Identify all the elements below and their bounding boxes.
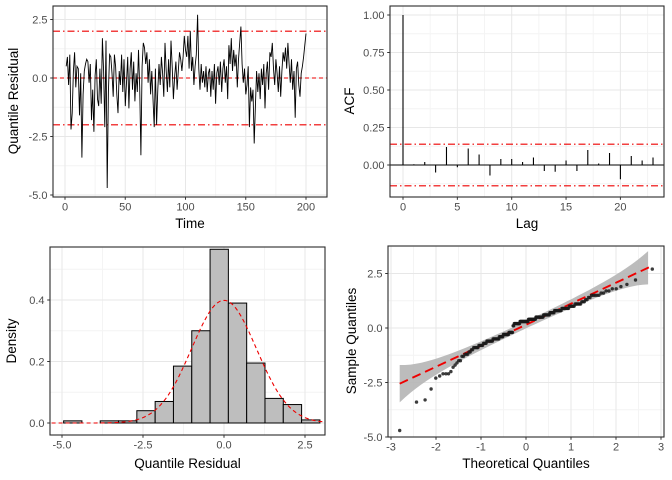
theoretical-quantiles-axis-title: Theoretical Quantiles (462, 456, 590, 471)
y-tick-label: -2.5 (364, 377, 383, 389)
qq-points (398, 267, 654, 433)
axis-ticks (47, 299, 306, 438)
panel-border (52, 5, 328, 198)
x-tick-label: 2 (613, 442, 619, 454)
x-tick-label: 10 (506, 202, 518, 214)
residual-series-line (65, 14, 307, 189)
y-tick-label: -5.0 (29, 190, 48, 202)
x-tick-label: 200 (297, 202, 315, 214)
x-tick-label: 100 (176, 202, 194, 214)
y-tick-label: 0.25 (363, 122, 384, 134)
x-tick-label: -5.0 (53, 440, 72, 452)
y-tick-label: 0.50 (363, 85, 384, 97)
x-tick-label: 1 (568, 442, 574, 454)
x-tick-label: 3 (658, 442, 664, 454)
axis-ticks (50, 19, 307, 200)
acf-plot: 0 5 10 15 20 1.00 0.75 0.50 0.25 0.00 (363, 5, 665, 214)
y-tick-label: 2.5 (32, 14, 47, 26)
grid-minor (390, 6, 664, 197)
panel-border (49, 246, 326, 436)
x-tick-label: -2.5 (134, 440, 153, 452)
qq-reference-line (399, 264, 653, 385)
lag-axis-title: Lag (515, 216, 539, 231)
grid-major (390, 6, 664, 197)
qq-confidence-band (399, 251, 649, 403)
y-tick-label: 0.75 (363, 47, 384, 59)
time-axis-title: Time (175, 216, 205, 231)
quantile-residual-axis-title: Quantile Residual (134, 456, 241, 471)
qq-plot: -3 -2 -1 0 1 2 3 2.5 0.0 -2.5 -5.0 (364, 245, 665, 454)
panel-qq-plot: -3 -2 -1 0 1 2 3 2.5 0.0 -2.5 -5.0 Sample Quantile… (336, 240, 672, 480)
panel-residual-time-series: 0 50 100 150 200 2.5 0.0 -2.5 -5.0 Quantile Resi… (0, 0, 336, 240)
tick-labels: 0 5 10 15 20 1.00 0.75 0.50 0.25 0.00 (363, 10, 626, 214)
panel-residual-histogram: -5.0 -2.5 0.0 2.5 0.0 0.2 0.4 Density Quantile… (0, 240, 336, 480)
residual-time-series-plot: 0 50 100 150 200 2.5 0.0 -2.5 -5.0 (29, 5, 328, 214)
x-tick-label: 5 (454, 202, 460, 214)
x-tick-label: 0 (523, 442, 529, 454)
x-tick-label: 0 (62, 202, 68, 214)
acf-axis-title: ACF (342, 87, 357, 115)
residual-histogram-plot: -5.0 -2.5 0.0 2.5 0.0 0.2 0.4 (29, 246, 326, 452)
tick-labels: -3 -2 -1 0 1 2 3 2.5 0.0 -2.5 -5.0 (364, 268, 665, 453)
x-tick-label: 150 (237, 202, 255, 214)
panel-border (389, 5, 665, 198)
y-tick-label: 0.0 (367, 323, 382, 335)
sample-quantiles-axis-title: Sample Quantiles (344, 287, 359, 395)
y-tick-label: -2.5 (29, 131, 48, 143)
x-tick-label: 0 (400, 202, 406, 214)
y-tick-label: 0.00 (363, 160, 384, 172)
acf-bars (402, 15, 654, 180)
panel-acf: 0 5 10 15 20 1.00 0.75 0.50 0.25 0.00 ACF Lag (336, 0, 672, 240)
y-tick-label: 2.5 (367, 268, 382, 280)
density-axis-title: Density (4, 318, 19, 364)
y-tick-label: 0.2 (29, 356, 44, 368)
axis-ticks (385, 273, 662, 440)
x-tick-label: 2.5 (297, 440, 312, 452)
y-tick-label: 1.00 (363, 10, 384, 22)
tick-labels: -5.0 -2.5 0.0 2.5 0.0 0.2 0.4 (29, 295, 312, 452)
x-tick-label: 15 (560, 202, 572, 214)
normal-density-curve (51, 299, 324, 424)
quantile-residual-axis-title: Quantile Residual (6, 47, 21, 155)
x-tick-label: 0.0 (216, 440, 231, 452)
x-tick-label: 20 (614, 202, 626, 214)
x-tick-label: 50 (119, 202, 131, 214)
x-tick-label: -1 (476, 442, 486, 454)
y-tick-label: 0.4 (29, 295, 44, 307)
histogram-bars (63, 248, 321, 424)
tick-labels: 0 50 100 150 200 2.5 0.0 -2.5 -5.0 (29, 14, 316, 213)
x-tick-label: -2 (431, 442, 441, 454)
y-tick-label: 0.0 (29, 418, 44, 430)
y-tick-label: -5.0 (364, 432, 383, 444)
y-tick-label: 0.0 (32, 73, 47, 85)
axis-ticks (387, 14, 621, 200)
x-tick-label: -3 (386, 442, 396, 454)
